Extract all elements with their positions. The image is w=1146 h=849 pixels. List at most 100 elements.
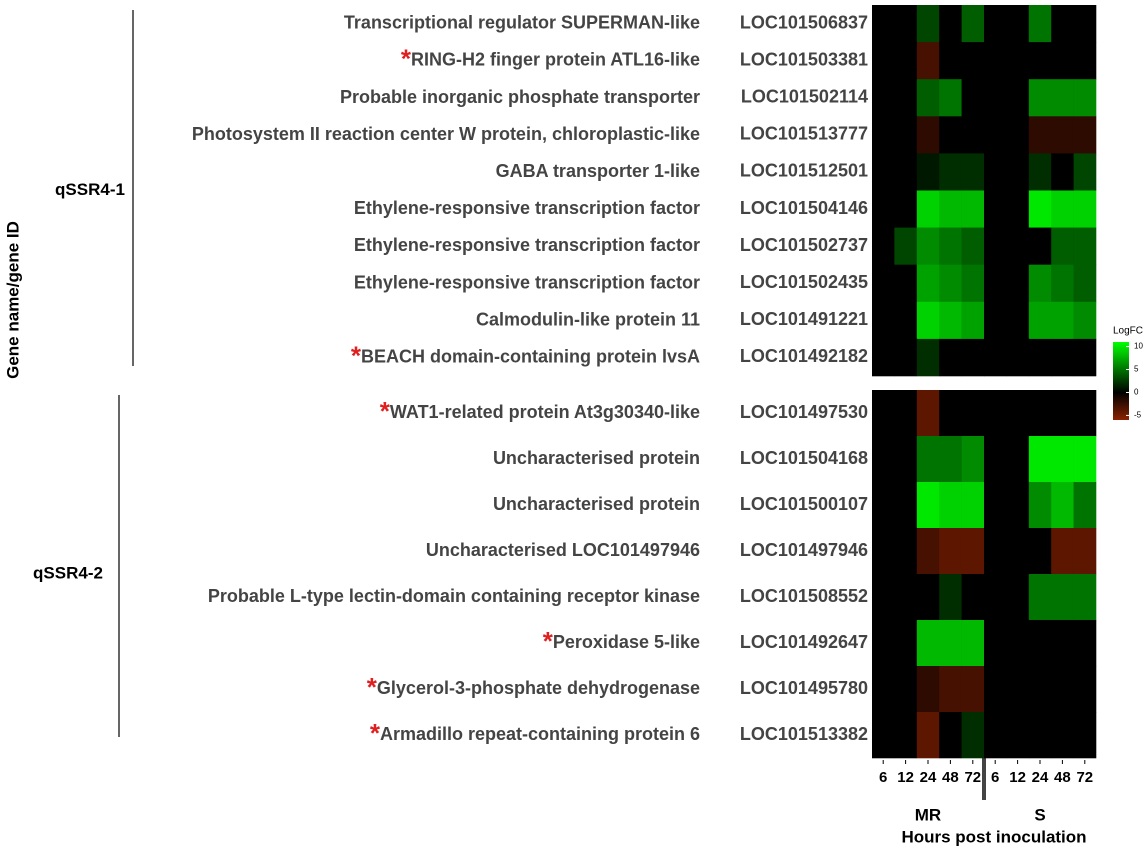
heat-cell bbox=[939, 390, 962, 437]
heat-cell bbox=[894, 620, 918, 667]
heat-cell bbox=[1028, 712, 1052, 759]
heat-cell bbox=[939, 482, 962, 529]
heat-cell bbox=[872, 528, 895, 575]
gene-id: LOC101497530 bbox=[740, 402, 868, 422]
heat-cell bbox=[984, 301, 1007, 340]
gene-label: *WAT1-related protein At3g30340-like bbox=[380, 396, 700, 426]
heat-cell bbox=[1073, 79, 1097, 117]
significance-marker: * bbox=[380, 396, 391, 426]
heat-cell bbox=[872, 574, 895, 621]
heat-cell bbox=[872, 301, 895, 340]
gene-name: WAT1-related protein At3g30340-like bbox=[390, 402, 700, 422]
heat-cell bbox=[1073, 116, 1097, 154]
heat-cell bbox=[984, 574, 1007, 621]
heat-cell bbox=[1073, 42, 1097, 80]
heat-cell bbox=[916, 116, 940, 154]
heat-cell bbox=[894, 153, 918, 191]
heat-cell bbox=[894, 301, 918, 340]
heat-cell bbox=[872, 42, 895, 80]
heat-cell bbox=[1051, 338, 1074, 377]
heat-cell bbox=[1028, 482, 1052, 529]
gene-label: *Peroxidase 5-like bbox=[543, 626, 700, 656]
heat-cell bbox=[894, 79, 918, 117]
heat-cell bbox=[1006, 5, 1030, 43]
x-tick-label: 24 bbox=[920, 769, 937, 786]
heat-cell bbox=[1051, 116, 1074, 154]
heat-cell bbox=[1073, 227, 1097, 265]
heat-cell bbox=[939, 528, 962, 575]
heat-cell bbox=[916, 79, 940, 117]
heat-cell bbox=[984, 482, 1007, 529]
heat-cell bbox=[984, 712, 1007, 759]
panel-label: qSSR4-2 bbox=[33, 563, 103, 582]
heat-cell bbox=[916, 227, 940, 265]
heat-cell bbox=[939, 5, 962, 43]
heat-cell bbox=[1073, 301, 1097, 340]
gene-id: LOC101502435 bbox=[740, 272, 868, 292]
gene-name: Uncharacterised protein bbox=[493, 494, 700, 514]
gene-name: RING-H2 finger protein ATL16-like bbox=[411, 49, 700, 69]
legend-tick-label: -5 bbox=[1134, 411, 1142, 420]
gene-id: LOC101513382 bbox=[740, 724, 868, 744]
gene-name: Ethylene-responsive transcription factor bbox=[354, 235, 700, 255]
heat-cell bbox=[894, 712, 918, 759]
heat-cell bbox=[916, 436, 940, 483]
heat-cell bbox=[894, 42, 918, 80]
heat-cell bbox=[1051, 79, 1074, 117]
heat-cell bbox=[894, 116, 918, 154]
heat-cell bbox=[1051, 190, 1074, 228]
gene-name: Probable L-type lectin-domain containing… bbox=[208, 586, 700, 606]
heat-cell bbox=[1051, 620, 1074, 667]
heat-cell bbox=[1073, 620, 1097, 667]
gene-id: LOC101500107 bbox=[740, 494, 868, 514]
gene-label: Calmodulin-like protein 11 bbox=[476, 309, 700, 329]
x-tick-label: 24 bbox=[1032, 769, 1049, 786]
heat-cell bbox=[961, 528, 985, 575]
gene-label: *BEACH domain-containing protein lvsA bbox=[351, 340, 700, 370]
heat-cell bbox=[961, 390, 985, 437]
heat-cell bbox=[916, 574, 940, 621]
heat-cell bbox=[939, 712, 962, 759]
heat-cell bbox=[939, 79, 962, 117]
heat-cell bbox=[1051, 574, 1074, 621]
heat-cell bbox=[1073, 264, 1097, 303]
gene-name: Ethylene-responsive transcription factor bbox=[354, 272, 700, 292]
heat-cell bbox=[1028, 227, 1052, 265]
legend-tick-label: 5 bbox=[1134, 365, 1139, 374]
heat-cell bbox=[894, 574, 918, 621]
gene-label: Uncharacterised protein bbox=[493, 448, 700, 468]
heat-cell bbox=[961, 227, 985, 265]
gene-name: Calmodulin-like protein 11 bbox=[476, 309, 700, 329]
heat-cell bbox=[939, 42, 962, 80]
heat-cell bbox=[961, 338, 985, 377]
heat-cell bbox=[1073, 666, 1097, 713]
heat-cell bbox=[1028, 301, 1052, 340]
heat-cell bbox=[1006, 301, 1030, 340]
heat-cell bbox=[939, 574, 962, 621]
heat-cell bbox=[894, 338, 918, 377]
heat-cell bbox=[1073, 712, 1097, 759]
heat-cell bbox=[894, 264, 918, 303]
heat-cell bbox=[916, 264, 940, 303]
gene-id: LOC101504146 bbox=[740, 198, 868, 218]
heat-cell bbox=[961, 42, 985, 80]
heat-cell bbox=[1028, 390, 1052, 437]
heat-cell bbox=[961, 301, 985, 340]
group-label: MR bbox=[915, 805, 941, 824]
gene-label: Probable L-type lectin-domain containing… bbox=[208, 586, 700, 606]
gene-id: LOC101492647 bbox=[740, 632, 868, 652]
legend-tick-label: 10 bbox=[1134, 342, 1143, 351]
heat-cell bbox=[1028, 42, 1052, 80]
heat-cell bbox=[939, 620, 962, 667]
x-tick-label: 48 bbox=[942, 769, 959, 786]
gene-name: Uncharacterised protein bbox=[493, 448, 700, 468]
heat-cell bbox=[961, 620, 985, 667]
gene-id: LOC101508552 bbox=[740, 586, 868, 606]
gene-label: Transcriptional regulator SUPERMAN-like bbox=[344, 12, 700, 32]
heat-cell bbox=[872, 390, 895, 437]
x-tick-label: 72 bbox=[1076, 769, 1093, 786]
heat-cell bbox=[1051, 301, 1074, 340]
gene-label: Uncharacterised protein bbox=[493, 494, 700, 514]
gene-id: LOC101502114 bbox=[741, 87, 868, 107]
